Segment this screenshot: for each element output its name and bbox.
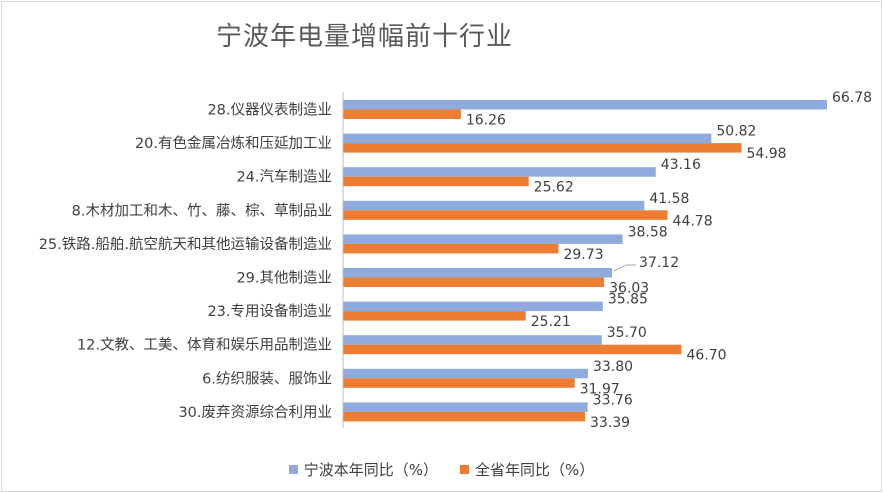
category-label: 30.废弃资源综合利用业 (178, 404, 332, 421)
value-label-province: 29.73 (563, 247, 603, 263)
bar-ningbo (343, 100, 827, 110)
category-label: 12.文教、工美、体育和娱乐用品制造业 (77, 337, 332, 354)
value-label-province: 31.97 (580, 381, 620, 397)
bar-province (343, 277, 605, 287)
category-label: 6.纺织服装、服饰业 (202, 370, 332, 387)
bar-province (343, 210, 668, 220)
category-label: 8.木材加工和木、竹、藤、棕、草制品业 (72, 202, 332, 219)
category-label: 24.汽车制造业 (236, 169, 332, 186)
value-label-ningbo: 33.76 (593, 392, 633, 408)
value-label-province: 44.78 (673, 213, 713, 229)
value-label-ningbo: 43.16 (661, 157, 701, 173)
value-label-ningbo: 38.58 (628, 224, 668, 240)
legend-item-ningbo: 宁波本年同比（%） (288, 459, 438, 480)
bar-province (343, 176, 529, 187)
bar-province (343, 411, 585, 422)
bar-ningbo (343, 368, 588, 379)
value-label-province: 46.70 (686, 348, 726, 364)
bar-province (343, 109, 461, 119)
bar-province (343, 143, 742, 153)
legend-swatch-ningbo (288, 465, 298, 474)
value-label-province: 36.03 (609, 281, 649, 297)
bar-province (343, 243, 559, 254)
bar-ningbo (343, 402, 588, 412)
category-label: 20.有色金属冶炼和压延加工业 (135, 135, 332, 152)
bar-province (343, 378, 575, 388)
value-label-ningbo: 33.80 (593, 359, 633, 375)
bar-province (343, 311, 526, 321)
legend-item-province: 全省年同比（%） (460, 459, 594, 480)
value-labels-group: 66.78 16.26 50.82 54.98 43.16 25.62 41.58 44.78… (466, 90, 872, 431)
bar-ningbo (343, 234, 623, 244)
bar-ningbo (343, 133, 712, 144)
category-label: 25.铁路.船舶.航空航天和其他运输设备制造业 (39, 236, 332, 253)
value-label-province: 25.62 (534, 180, 574, 196)
value-label-province: 25.21 (531, 314, 571, 330)
leader-line (613, 264, 637, 272)
legend: 宁波本年同比（%） 全省年同比（%） (0, 459, 883, 480)
value-label-province: 33.39 (590, 415, 630, 431)
category-labels-group: 28.仪器仪表制造业 20.有色金属冶炼和压延加工业 24.汽车制造业 8.木材加工和… (39, 102, 332, 421)
value-label-ningbo: 50.82 (716, 124, 756, 140)
legend-swatch-province (460, 465, 469, 474)
bar-ningbo (343, 200, 645, 211)
value-label-ningbo: 37.12 (639, 255, 679, 271)
value-label-ningbo: 35.70 (607, 325, 647, 341)
legend-label-ningbo: 宁波本年同比（%） (303, 461, 438, 479)
bars-group (343, 100, 827, 422)
bar-ningbo (343, 268, 613, 278)
value-label-ningbo: 41.58 (649, 191, 689, 207)
value-label-province: 16.26 (466, 113, 506, 129)
category-label: 23.专用设备制造业 (207, 303, 332, 320)
bar-ningbo (343, 167, 656, 177)
bar-ningbo (343, 301, 603, 312)
bar-province (343, 344, 682, 355)
value-label-ningbo: 66.78 (832, 90, 872, 106)
legend-label-province: 全省年同比（%） (475, 461, 595, 479)
value-label-ningbo: 35.85 (608, 292, 648, 308)
chart-title: 宁波年电量增幅前十行业 (216, 22, 514, 52)
value-label-province: 54.98 (746, 146, 786, 162)
category-label: 28.仪器仪表制造业 (207, 102, 332, 119)
bar-ningbo (343, 335, 602, 345)
category-label: 29.其他制造业 (236, 270, 332, 287)
